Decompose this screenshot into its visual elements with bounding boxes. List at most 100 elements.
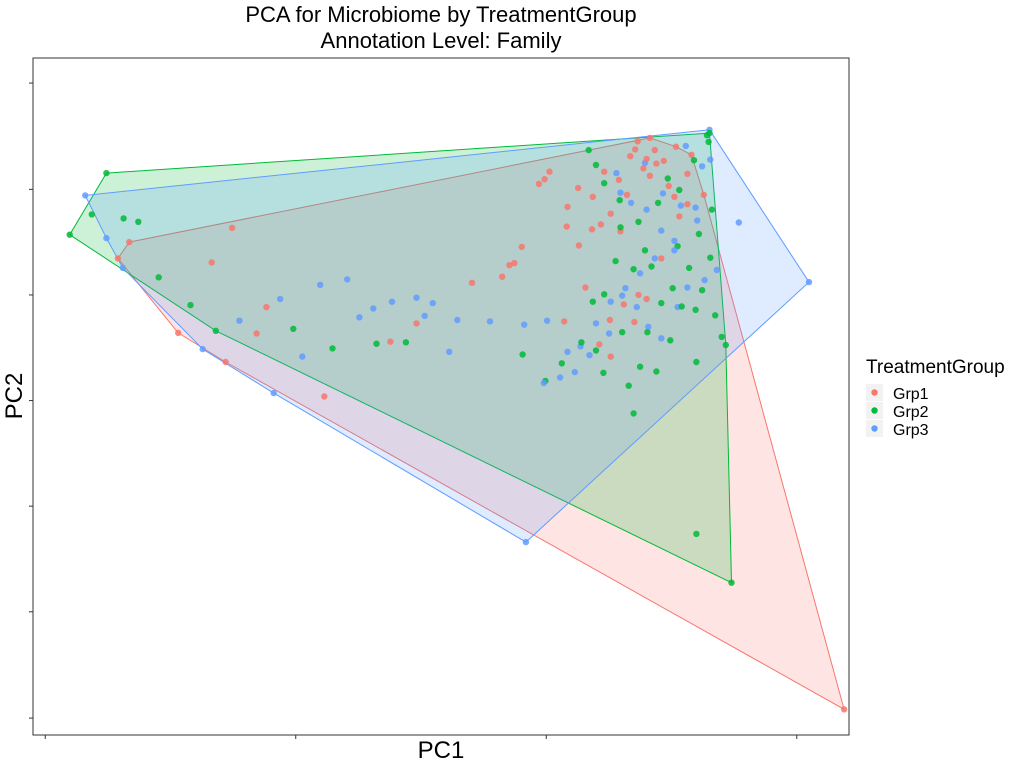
point-grp3 (658, 227, 665, 234)
point-grp1 (643, 295, 650, 303)
point-grp2 (635, 218, 642, 225)
point-grp2 (685, 264, 693, 272)
point-grp3 (429, 299, 436, 307)
point-grp1 (607, 210, 614, 217)
point-grp2 (722, 341, 729, 349)
point-grp1 (468, 279, 476, 286)
point-grp3 (643, 206, 650, 213)
point-grp1 (541, 176, 548, 183)
y-axis-ticks (29, 82, 33, 719)
point-grp3 (659, 190, 667, 197)
point-grp2 (601, 180, 608, 187)
point-grp3 (344, 276, 351, 283)
point-grp3 (684, 284, 691, 291)
point-grp3 (82, 192, 89, 199)
point-grp1 (114, 255, 122, 262)
point-grp3 (633, 303, 640, 311)
point-grp3 (119, 264, 127, 272)
point-grp2 (658, 299, 665, 307)
point-grp2 (630, 266, 637, 273)
point-grp2 (695, 230, 703, 238)
point-grp1 (597, 221, 605, 228)
point-grp3 (698, 163, 706, 170)
point-grp2 (187, 301, 194, 309)
point-grp2 (692, 306, 699, 313)
point-grp3 (622, 285, 629, 292)
point-grp2 (585, 146, 592, 154)
point-grp1 (840, 706, 848, 713)
point-grp3 (694, 217, 701, 224)
point-grp1 (640, 165, 647, 172)
point-grp1 (564, 203, 571, 211)
point-grp3 (701, 276, 708, 284)
point-grp2 (728, 579, 735, 586)
point-layer (66, 126, 848, 713)
point-grp2 (667, 337, 674, 344)
point-grp2 (718, 333, 725, 341)
point-grp1 (607, 353, 614, 360)
point-grp2 (373, 340, 380, 347)
point-grp3 (236, 317, 243, 324)
point-grp3 (619, 292, 626, 299)
point-grp2 (625, 382, 632, 389)
point-grp1 (646, 134, 654, 142)
point-grp1 (222, 358, 229, 366)
point-grp2 (290, 325, 297, 332)
x-axis-ticks (44, 735, 798, 739)
point-grp2 (103, 169, 110, 177)
point-grp1 (589, 193, 596, 200)
point-grp1 (635, 291, 642, 299)
point-grp2 (66, 231, 73, 238)
chart-subtitle: Annotation Level: Family (321, 28, 562, 53)
point-grp2 (690, 157, 698, 164)
point-grp3 (605, 330, 613, 337)
point-grp1 (651, 146, 658, 154)
point-grp1 (506, 262, 513, 269)
point-grp2 (558, 360, 565, 367)
legend-label-grp2: Grp2 (893, 404, 929, 421)
point-grp2 (212, 327, 219, 334)
point-grp2 (329, 345, 336, 352)
point-grp3 (617, 189, 624, 196)
point-grp3 (556, 374, 564, 381)
point-grp2 (698, 287, 706, 294)
point-grp2 (678, 303, 685, 310)
point-grp3 (707, 156, 714, 163)
point-grp1 (208, 259, 215, 266)
point-grp1 (126, 238, 133, 246)
point-grp2 (636, 363, 644, 370)
point-grp2 (706, 129, 713, 137)
point-grp1 (658, 255, 665, 262)
point-grp2 (669, 285, 676, 292)
point-grp3 (543, 317, 551, 324)
point-grp1 (676, 213, 683, 220)
point-grp3 (805, 278, 813, 286)
point-grp2 (592, 347, 600, 354)
point-grp3 (645, 323, 652, 330)
point-grp1 (596, 341, 603, 348)
point-grp3 (446, 348, 453, 355)
point-grp1 (623, 191, 631, 198)
hull-layer (69, 129, 845, 711)
point-grp1 (700, 191, 707, 198)
point-grp1 (660, 157, 667, 165)
legend-label-grp3: Grp3 (893, 422, 929, 439)
point-grp1 (672, 143, 680, 150)
point-grp1 (175, 329, 182, 337)
point-grp1 (632, 146, 639, 153)
point-grp1 (684, 201, 691, 208)
point-grp3 (421, 312, 428, 320)
point-grp1 (413, 320, 420, 327)
point-grp3 (713, 266, 720, 274)
point-grp2 (648, 263, 655, 270)
point-grp3 (317, 281, 324, 288)
point-grp1 (643, 155, 650, 163)
point-grp3 (522, 538, 530, 546)
point-grp2 (617, 224, 624, 231)
point-grp1 (228, 224, 236, 232)
point-grp3 (671, 237, 678, 244)
y-axis-title: PC2 (1, 373, 28, 420)
point-grp3 (540, 379, 547, 387)
point-grp2 (676, 186, 683, 194)
